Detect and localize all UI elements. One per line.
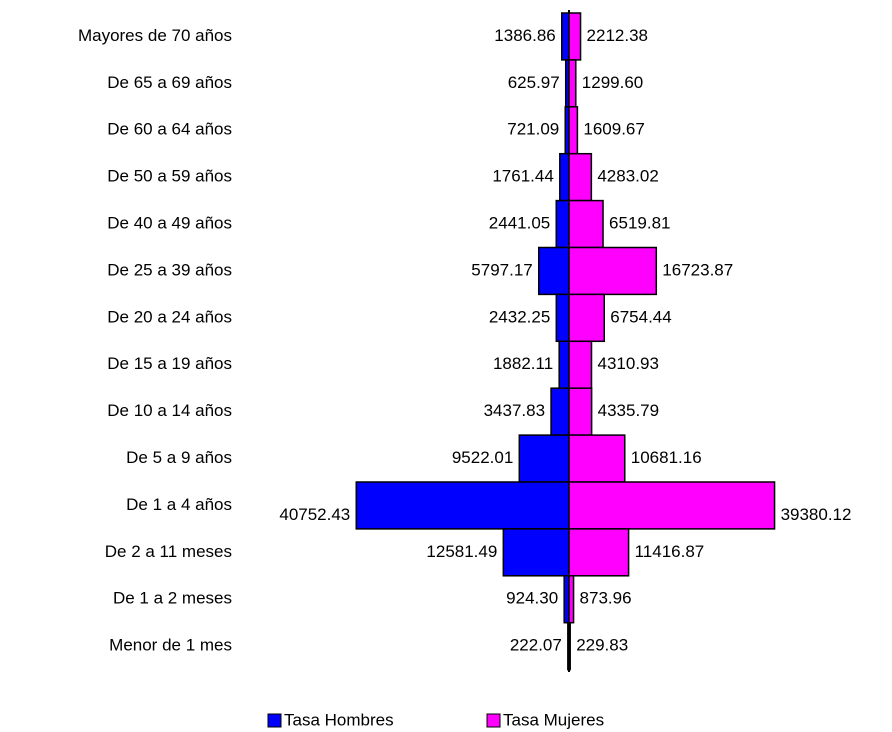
- category-label: Menor de 1 mes: [109, 636, 232, 655]
- value-label: 4310.93: [598, 354, 659, 373]
- value-label: 3437.83: [484, 401, 545, 420]
- legend-label: Tasa Mujeres: [503, 710, 604, 729]
- bar: [502, 528, 570, 577]
- bar: [568, 59, 577, 108]
- value-label: 39380.12: [781, 505, 852, 524]
- bar: [537, 246, 570, 296]
- value-label: 625.97: [508, 73, 560, 92]
- bar: [555, 293, 570, 343]
- bar: [568, 293, 606, 343]
- value-label: 4283.02: [597, 167, 658, 186]
- bar: [561, 12, 570, 61]
- bar: [568, 621, 571, 671]
- bar: [568, 12, 582, 61]
- value-label: 6754.44: [610, 307, 671, 326]
- value-label: 873.96: [580, 589, 632, 608]
- value-label: 10681.16: [631, 448, 702, 467]
- category-label: De 60 a 64 años: [107, 120, 232, 139]
- category-label: De 50 a 59 años: [107, 167, 232, 186]
- value-label: 1761.44: [492, 167, 553, 186]
- bar: [568, 387, 593, 436]
- category-label: De 65 a 69 años: [107, 73, 232, 92]
- value-label: 1386.86: [494, 26, 555, 45]
- legend-label: Tasa Hombres: [284, 710, 394, 729]
- bar: [568, 340, 593, 389]
- value-label: 1882.11: [493, 354, 553, 373]
- bar: [558, 340, 570, 389]
- value-label: 2212.38: [587, 26, 648, 45]
- category-label: De 2 a 11 meses: [105, 542, 232, 561]
- bar: [550, 387, 570, 436]
- value-label: 6519.81: [609, 214, 670, 233]
- category-label: De 10 a 14 años: [107, 401, 232, 420]
- bar: [568, 152, 593, 202]
- value-label: 5797.17: [471, 260, 532, 279]
- bar: [555, 199, 570, 249]
- value-label: 9522.01: [452, 448, 513, 467]
- bar: [568, 199, 604, 249]
- value-label: 2441.05: [489, 214, 550, 233]
- category-label: De 40 a 49 años: [107, 214, 232, 233]
- category-label: De 1 a 2 meses: [113, 589, 232, 608]
- bar: [568, 575, 575, 624]
- value-label: 721.09: [507, 120, 559, 139]
- bar: [568, 481, 776, 530]
- value-label: 4335.79: [598, 401, 659, 420]
- category-label: De 5 a 9 años: [126, 448, 232, 467]
- bar: [568, 528, 630, 577]
- value-label: 40752.43: [279, 505, 350, 524]
- value-label: 16723.87: [662, 260, 733, 279]
- value-label: 1609.67: [583, 120, 644, 139]
- value-label: 222.07: [510, 636, 562, 655]
- bar: [559, 152, 570, 202]
- value-label: 1299.60: [582, 73, 643, 92]
- bar: [355, 481, 570, 530]
- legend-swatch: [267, 713, 282, 728]
- value-label: 12581.49: [426, 542, 497, 561]
- bar: [568, 106, 579, 155]
- bar: [568, 434, 626, 483]
- category-label: Mayores de 70 años: [78, 26, 232, 45]
- bar: [568, 246, 658, 296]
- category-label: De 15 a 19 años: [107, 354, 232, 373]
- category-label: De 20 a 24 años: [107, 307, 232, 326]
- value-label: 924.30: [506, 589, 558, 608]
- bar: [518, 434, 570, 483]
- value-label: 2432.25: [489, 307, 550, 326]
- legend-swatch: [486, 713, 501, 728]
- value-label: 11416.87: [635, 542, 705, 561]
- category-label: De 1 a 4 años: [126, 495, 232, 514]
- category-label: De 25 a 39 años: [107, 260, 232, 279]
- value-label: 229.83: [576, 636, 628, 655]
